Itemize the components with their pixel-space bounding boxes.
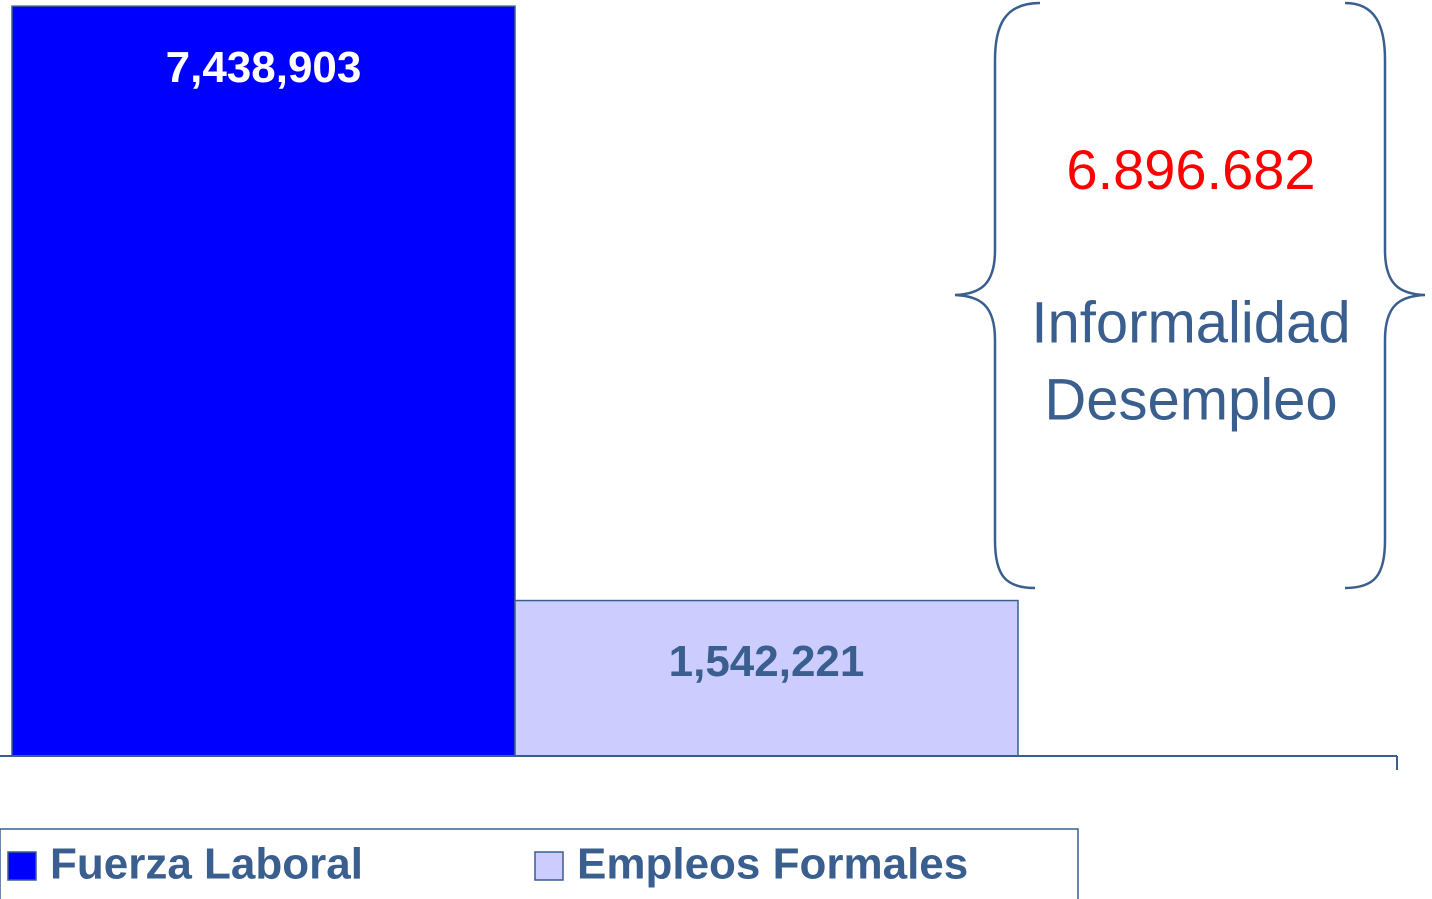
annotation-line: Desempleo — [1044, 367, 1337, 432]
annotation-line: Informalidad — [1031, 290, 1350, 355]
brace-right — [1344, 1, 1426, 590]
data-label: 1,542,221 — [669, 637, 865, 686]
legend-label: Empleos Formales — [577, 840, 968, 889]
brace-left — [954, 1, 1041, 590]
bar — [514, 599, 1019, 757]
legend-swatch — [7, 851, 37, 881]
legend-box — [0, 828, 1079, 899]
data-label: 7,438,903 — [166, 43, 362, 92]
bar — [11, 5, 516, 757]
legend-swatch — [534, 851, 564, 881]
annotation-total: 6.896.682 — [1066, 138, 1315, 201]
legend-label: Fuerza Laboral — [50, 840, 363, 889]
